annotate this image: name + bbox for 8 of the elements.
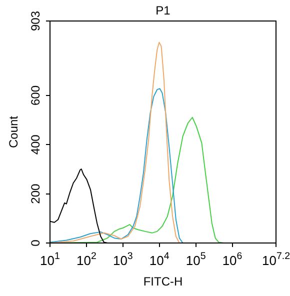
y-tick-label: 903 — [28, 10, 42, 32]
y-tick-label: 0 — [28, 239, 42, 246]
y-tick-label: 400 — [28, 134, 42, 155]
y-tick-label: 600 — [28, 85, 42, 106]
y-tick-label: 200 — [28, 184, 42, 204]
x-axis-title: FITC-H — [143, 274, 183, 288]
chart-title: P1 — [156, 3, 171, 18]
y-axis-title: Count — [6, 115, 20, 148]
